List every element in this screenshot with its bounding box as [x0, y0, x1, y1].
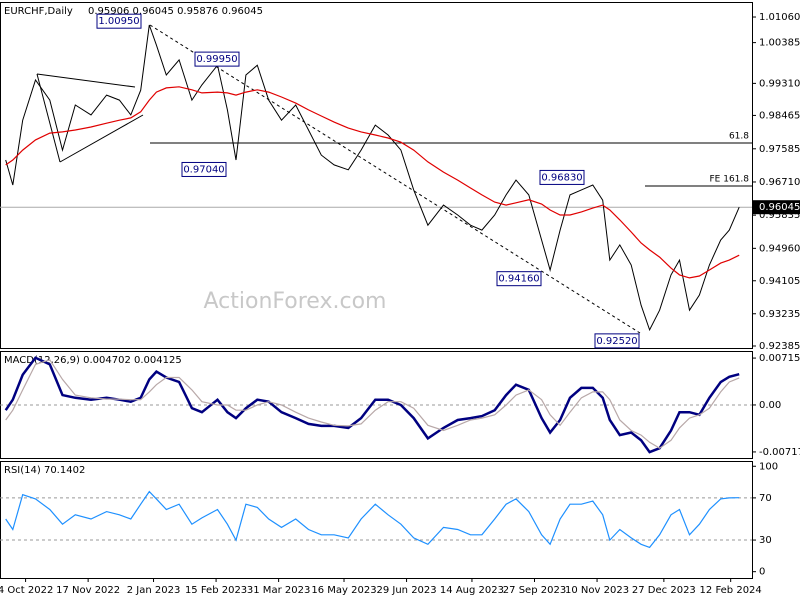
y-tick-label: 100 — [759, 461, 778, 472]
triangle-lower — [59, 114, 144, 163]
price-annotation-box — [96, 13, 142, 29]
price-annotation: 0.96830 — [541, 172, 582, 183]
x-tick-label: 27 Sep 2023 — [503, 585, 566, 596]
trendlines — [36, 24, 641, 334]
x-tick-label: 2 Jan 2023 — [127, 585, 181, 596]
current-price-box — [752, 200, 800, 215]
x-tick-label: 10 Nov 2023 — [565, 585, 629, 596]
panel-title: RSI(14) 70.1402 — [4, 465, 85, 476]
current-price-label: 0.96045 — [759, 202, 800, 213]
y-tick-label: 0.96710 — [759, 177, 800, 188]
y-tick-label: 0.94960 — [759, 243, 800, 254]
y-tick-label: 0.94105 — [759, 276, 800, 287]
price-annotation-box — [194, 51, 240, 67]
chart-subtitle: 0.95906 0.96045 0.95876 0.96045 — [88, 6, 263, 17]
y-tick-label: 0.99310 — [759, 78, 800, 89]
y-tick-label: 1.01060 — [759, 12, 800, 23]
x-tick-label: 27 Dec 2023 — [632, 585, 696, 596]
y-tick-label: 0.97585 — [759, 144, 800, 155]
rsi-panel — [0, 461, 753, 579]
price-annotation-box — [181, 161, 227, 177]
price-annotation: 0.94160 — [498, 274, 539, 285]
price-annotation: 1.00950 — [98, 16, 139, 27]
y-tick-label: 0.98465 — [759, 110, 800, 121]
x-tick-label: 17 Nov 2022 — [56, 585, 120, 596]
series-line — [5, 24, 740, 332]
y-tick-label: 0.93235 — [759, 309, 800, 320]
price-annotation-box — [496, 271, 542, 287]
price-annotation-box — [594, 333, 640, 349]
price-annotation-box — [539, 169, 585, 185]
series-line — [5, 359, 740, 449]
triangle-side — [36, 73, 61, 163]
y-tick-label: 0.00 — [759, 400, 781, 411]
fib-label: 61.8 — [729, 132, 749, 142]
fib-label: FE 161.8 — [710, 175, 750, 185]
y-tick-label: -0.007173 — [759, 447, 800, 458]
x-tick-label: 14 Aug 2023 — [440, 585, 504, 596]
series-line — [5, 490, 740, 549]
panel-title: MACD(12,26,9) 0.004702 0.004125 — [4, 355, 182, 366]
price-panel — [0, 2, 753, 349]
watermark: ActionForex.com — [204, 289, 387, 314]
x-tick-label: 4 Oct 2022 — [0, 585, 53, 596]
y-tick-label: 1.00385 — [759, 38, 800, 49]
x-tick-label: 29 Jun 2023 — [376, 585, 436, 596]
chart-title: EURCHF,Daily — [4, 6, 73, 17]
y-tick-label: 0.95835 — [759, 210, 800, 221]
price-annotation: 0.92520 — [596, 336, 637, 347]
x-tick-label: 16 May 2023 — [311, 585, 376, 596]
x-tick-label: 15 Feb 2023 — [185, 585, 247, 596]
y-tick-label: 0.92385 — [759, 341, 800, 352]
trend-channel — [149, 24, 641, 334]
y-tick-label: 0.007159 — [759, 353, 800, 364]
price-annotation: 0.99950 — [196, 54, 237, 65]
x-tick-label: 12 Feb 2024 — [700, 585, 762, 596]
series-line — [5, 86, 740, 279]
y-tick-label: 0 — [759, 567, 765, 578]
price-annotation: 0.97040 — [183, 164, 224, 175]
x-tick-label: 31 Mar 2023 — [247, 585, 310, 596]
y-tick-label: 30 — [759, 535, 772, 546]
y-tick-label: 70 — [759, 493, 772, 504]
triangle-upper — [36, 73, 136, 88]
